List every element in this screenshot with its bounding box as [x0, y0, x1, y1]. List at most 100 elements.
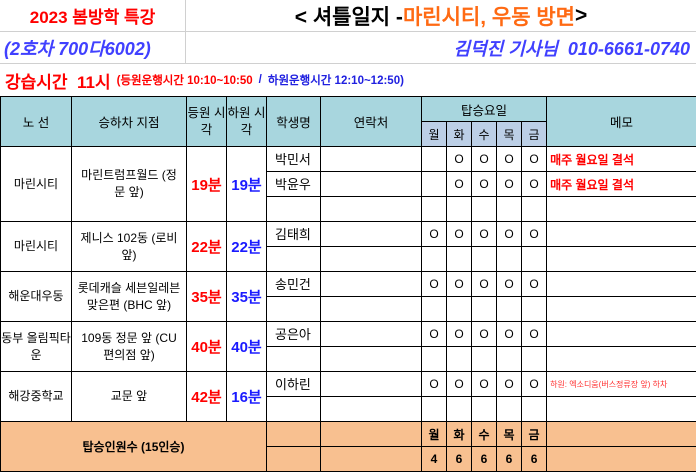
separator: /: [258, 74, 262, 86]
day-mark-cell: [520, 346, 548, 372]
day-mark-cell: [446, 296, 472, 322]
pickup-time-cell: 19분: [186, 146, 227, 222]
day-mark-cell: [421, 246, 447, 272]
dropoff-time-cell: 22분: [226, 221, 267, 272]
memo-cell[interactable]: [546, 196, 696, 222]
contact-cell[interactable]: [320, 221, 422, 247]
day-mark-cell: [421, 196, 447, 222]
student-cell[interactable]: 송민건: [266, 271, 321, 297]
student-cell[interactable]: [266, 246, 321, 272]
route-cell: 해운대우동: [0, 271, 72, 322]
day-mark-cell: [471, 396, 497, 422]
vehicle-row: (2호차 700다6002) 김덕진 기사님 010-6661-0740: [0, 32, 696, 64]
student-cell[interactable]: 공은아: [266, 321, 321, 347]
memo-cell[interactable]: 하원: 엑소디움(버스정류장 앞) 하차: [546, 371, 696, 397]
day-mark-cell: O: [520, 271, 548, 297]
day-mark-cell: O: [446, 146, 472, 172]
footer-count: 4: [421, 446, 447, 472]
pickup-time-cell: 22분: [186, 221, 227, 272]
stop-cell: 롯데캐슬 세븐일레븐 맞은편 (BHC 앞): [71, 271, 187, 322]
contact-cell[interactable]: [320, 321, 422, 347]
memo-cell[interactable]: 매주 월요일 결석: [546, 171, 696, 197]
day-mark-cell: O: [471, 221, 497, 247]
day-mark-cell: [496, 396, 522, 422]
contact-cell[interactable]: [320, 171, 422, 197]
contact-cell[interactable]: [320, 371, 422, 397]
day-mark-cell: O: [421, 271, 447, 297]
memo-cell[interactable]: [546, 321, 696, 347]
student-cell[interactable]: [266, 296, 321, 322]
memo-cell[interactable]: [546, 271, 696, 297]
day-mark-cell: [446, 196, 472, 222]
day-mark-cell: O: [446, 271, 472, 297]
route-cell: 마린시티: [0, 146, 72, 222]
memo-cell[interactable]: [546, 346, 696, 372]
stop-cell: 109동 정문 앞 (CU편의점 앞): [71, 321, 187, 372]
col-contact: 연락처: [320, 96, 422, 147]
contact-cell[interactable]: [320, 296, 422, 322]
contact-cell[interactable]: [320, 196, 422, 222]
dropoff-time-cell: 16분: [226, 371, 267, 422]
season-title: 2023 봄방학 특강: [0, 0, 186, 31]
table-row: 박윤우 O O O O 매주 월요일 결석: [1, 171, 696, 197]
footer-day: 화: [446, 421, 472, 447]
footer-count: 6: [520, 446, 548, 472]
col-memo: 메모: [546, 96, 696, 147]
title-suffix: >: [575, 3, 588, 27]
col-pickup: 등원 시각: [186, 96, 227, 147]
day-mark-cell: [471, 296, 497, 322]
footer-day: 수: [471, 421, 497, 447]
day-mark-cell: [421, 346, 447, 372]
day-mark-cell: O: [496, 271, 522, 297]
title-row: 2023 봄방학 특강 < 셔틀일지 - 마린시티, 우동 방면 >: [0, 0, 696, 32]
col-day: 월: [421, 121, 447, 147]
dropoff-time-cell: 19분: [226, 146, 267, 222]
student-cell[interactable]: 박민서: [266, 146, 321, 172]
contact-cell[interactable]: [320, 346, 422, 372]
driver-info: 김덕진 기사님 010-6661-0740: [453, 38, 690, 59]
student-cell[interactable]: 이하린: [266, 371, 321, 397]
col-student: 학생명: [266, 96, 321, 147]
footer-row: 탑승인원수 (15인승) 월 화 수 목 금: [0, 421, 696, 472]
time-row: 강습시간 11시 (등원운행시간 10:10~10:50 / 하원운행시간 12…: [0, 64, 696, 96]
day-mark-cell: O: [446, 171, 472, 197]
footer-label: 탑승인원수 (15인승): [0, 421, 267, 472]
student-cell[interactable]: [266, 196, 321, 222]
day-mark-cell: O: [471, 146, 497, 172]
student-cell[interactable]: 박윤우: [266, 171, 321, 197]
col-day: 수: [471, 121, 497, 147]
day-mark-cell: O: [496, 371, 522, 397]
contact-cell[interactable]: [320, 146, 422, 172]
col-day: 목: [496, 121, 522, 147]
student-cell[interactable]: [266, 346, 321, 372]
day-mark-cell: O: [446, 371, 472, 397]
day-mark-cell: [471, 346, 497, 372]
day-mark-cell: [471, 246, 497, 272]
shuttle-table: 노 선 승하차 지점 등원 시각 하원 시각 학생명 연락처 탑승요일 메모 월…: [0, 96, 696, 472]
contact-cell[interactable]: [320, 246, 422, 272]
memo-cell[interactable]: [546, 246, 696, 272]
footer-empty: [546, 421, 696, 447]
footer-day: 목: [496, 421, 522, 447]
memo-cell[interactable]: 매주 월요일 결석: [546, 146, 696, 172]
memo-cell[interactable]: [546, 396, 696, 422]
dropoff-time: 하원운행시간 12:10~12:50): [267, 75, 404, 87]
class-time: 강습시간 11시: [5, 72, 111, 92]
dropoff-time-cell: 35분: [226, 271, 267, 322]
footer-empty: [266, 446, 321, 472]
contact-cell[interactable]: [320, 396, 422, 422]
pickup-time-cell: 35분: [186, 271, 227, 322]
student-cell[interactable]: 김태희: [266, 221, 321, 247]
memo-cell[interactable]: [546, 221, 696, 247]
route-cell: 동부 올림픽타운: [0, 321, 72, 372]
day-mark-cell: [446, 246, 472, 272]
col-day: 금: [520, 121, 548, 147]
day-mark-cell: [496, 296, 522, 322]
footer-day: 금: [520, 421, 548, 447]
day-mark-cell: O: [520, 171, 548, 197]
day-mark-cell: O: [496, 146, 522, 172]
memo-cell[interactable]: [546, 296, 696, 322]
contact-cell[interactable]: [320, 271, 422, 297]
student-cell[interactable]: [266, 396, 321, 422]
